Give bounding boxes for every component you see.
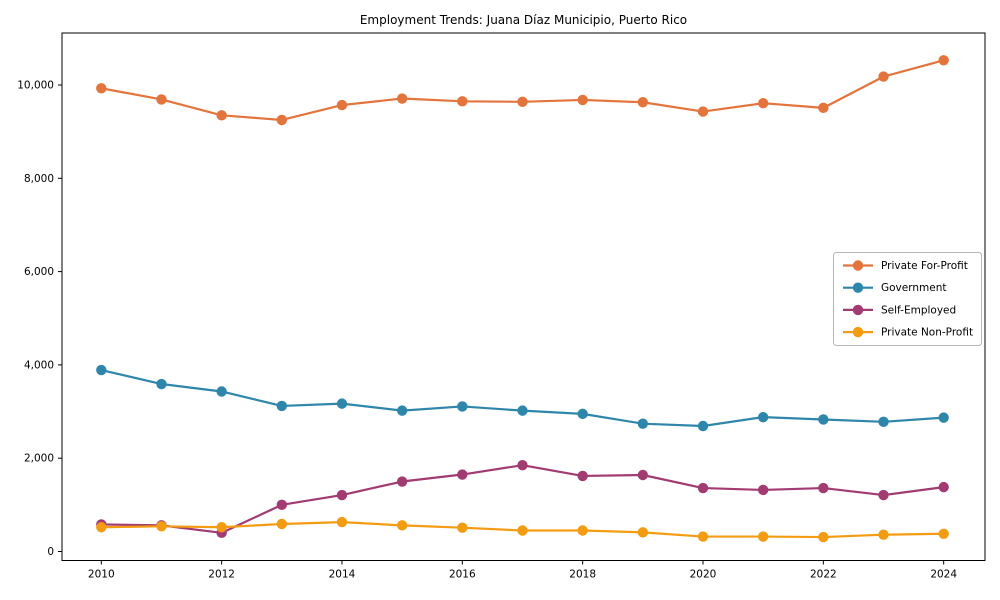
series-point-government <box>276 400 288 412</box>
series-point-government <box>818 414 829 425</box>
series-point-private-for-profit <box>637 97 649 108</box>
series-line-self-employed <box>100 464 945 534</box>
legend-marker-dot-government <box>852 282 864 293</box>
series-point-private-non-profit <box>396 520 408 531</box>
series-point-private-for-profit <box>156 94 167 105</box>
series-point-government <box>336 398 348 409</box>
x-tick-label: 2020 <box>690 569 717 581</box>
series-point-private-non-profit <box>697 531 709 542</box>
series-point-self-employed <box>577 470 588 482</box>
series-point-self-employed <box>938 481 949 493</box>
series-point-self-employed <box>637 469 649 481</box>
series-point-private-non-profit <box>757 531 769 542</box>
series-point-private-non-profit <box>336 516 348 528</box>
series-point-government <box>457 401 468 412</box>
series-point-self-employed <box>457 469 468 480</box>
x-tick-label: 2010 <box>88 569 115 581</box>
y-tick-label: 6,000 <box>24 266 54 278</box>
y-tick-label: 2,000 <box>24 453 54 465</box>
series-point-private-for-profit <box>757 97 769 109</box>
series-point-private-non-profit <box>216 522 227 533</box>
series-point-government <box>878 416 889 428</box>
y-tick-label: 4,000 <box>24 359 54 371</box>
series-point-government <box>757 411 769 423</box>
chart-title: Employment Trends: Juana Díaz Municipio,… <box>359 13 688 27</box>
series-point-private-for-profit <box>517 96 528 107</box>
series-point-self-employed <box>396 476 408 487</box>
series-point-private-non-profit <box>156 521 167 532</box>
x-tick-label: 2022 <box>810 569 837 581</box>
series-point-government <box>517 405 528 416</box>
series-point-private-for-profit <box>457 96 468 107</box>
series-point-private-for-profit <box>276 114 288 126</box>
series-point-private-for-profit <box>336 99 348 111</box>
legend-marker-dot-self-employed <box>852 304 864 316</box>
series-point-private-for-profit <box>577 94 588 106</box>
legend-label-self-employed: Self-Employed <box>881 304 956 316</box>
plot-border <box>61 32 986 561</box>
series-point-self-employed <box>276 499 288 511</box>
series-point-government <box>697 420 709 432</box>
y-tick-label: 10,000 <box>17 80 54 92</box>
legend-label-government: Government <box>881 282 946 294</box>
legend-label-private-non-profit: Private Non-Profit <box>881 327 973 339</box>
series-point-government <box>96 364 107 376</box>
series-point-private-for-profit <box>396 93 408 104</box>
series-point-private-non-profit <box>96 522 107 533</box>
legend-marker-dot-private-non-profit <box>852 326 864 338</box>
y-tick-label: 8,000 <box>24 173 54 185</box>
series-point-private-non-profit <box>276 518 288 530</box>
legend-label-private-for-profit: Private For-Profit <box>881 260 968 272</box>
series-point-private-non-profit <box>517 525 528 536</box>
series-point-government <box>156 378 167 390</box>
legend: Private For-Profit Government Self-Employe… <box>833 252 982 346</box>
series-point-private-for-profit <box>96 83 107 94</box>
series-point-government <box>938 412 949 423</box>
series-point-private-for-profit <box>818 102 829 114</box>
x-tick-label: 2016 <box>449 569 476 581</box>
series-point-self-employed <box>697 482 709 494</box>
series-point-self-employed <box>757 484 769 496</box>
series-point-private-non-profit <box>457 522 468 533</box>
series-line-government <box>100 368 945 428</box>
series-point-private-non-profit <box>577 525 588 536</box>
legend-marker-dot-private-for-profit <box>852 260 864 271</box>
series-point-government <box>637 418 649 429</box>
x-tick-label: 2014 <box>329 569 356 581</box>
series-point-self-employed <box>878 489 889 501</box>
series-point-private-non-profit <box>878 529 889 540</box>
series-point-private-non-profit <box>938 528 949 539</box>
x-tick-label: 2018 <box>569 569 596 581</box>
x-tick-label: 2024 <box>930 569 957 581</box>
x-tick-label: 2012 <box>208 569 235 581</box>
series-point-self-employed <box>336 489 348 501</box>
series-point-self-employed <box>517 459 528 471</box>
series-point-government <box>216 386 227 397</box>
series-point-private-non-profit <box>637 527 649 538</box>
series-point-private-for-profit <box>878 71 889 82</box>
series-point-private-for-profit <box>697 106 709 117</box>
y-tick-label: 0 <box>47 546 54 558</box>
series-point-government <box>577 408 588 420</box>
series-line-private-for-profit <box>100 59 945 122</box>
series-point-private-for-profit <box>938 55 949 66</box>
series-point-government <box>396 405 408 416</box>
series-point-self-employed <box>818 482 829 494</box>
legend-box <box>833 252 982 346</box>
series-point-private-non-profit <box>818 531 829 543</box>
series-point-private-for-profit <box>216 110 227 121</box>
